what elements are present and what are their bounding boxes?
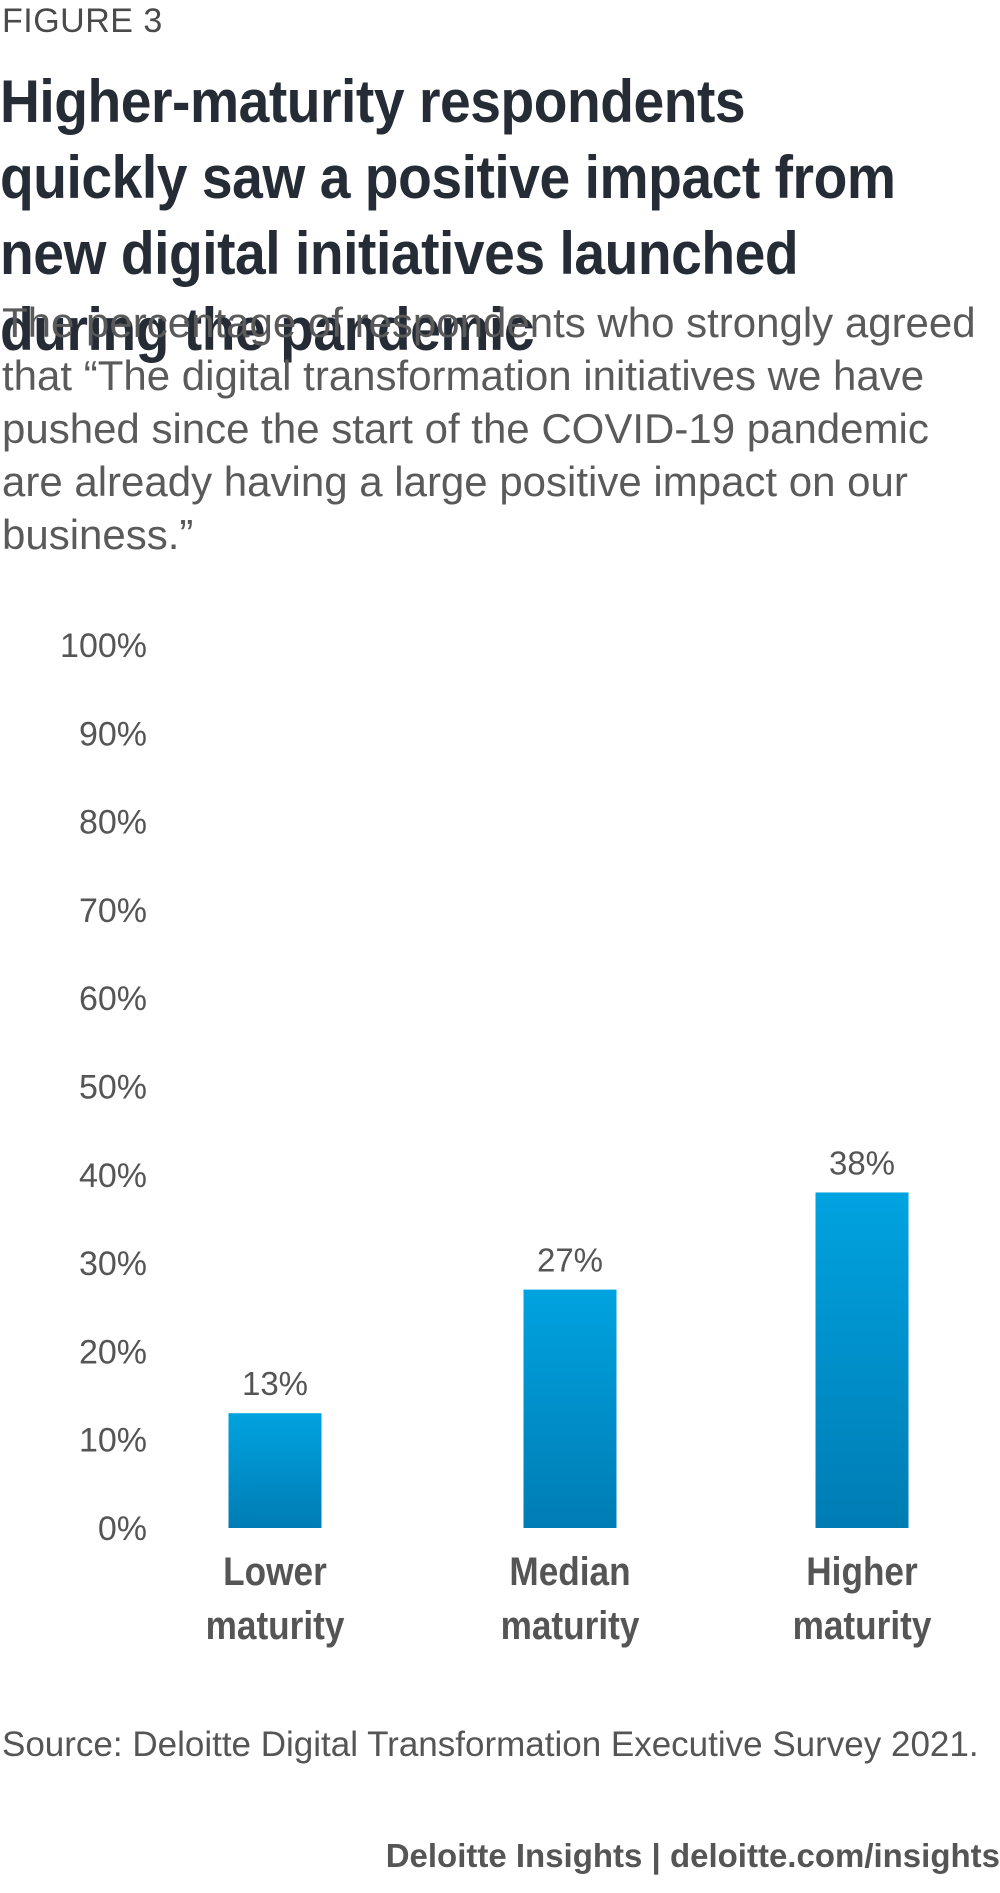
- x-category-label: maturity: [206, 1603, 345, 1648]
- footer-credit: Deloitte Insights | deloitte.com/insight…: [385, 1837, 1000, 1874]
- y-tick-label: 0%: [98, 1510, 147, 1548]
- y-tick-label: 40%: [79, 1157, 147, 1195]
- source-note: Source: Deloitte Digital Transformation …: [2, 1725, 979, 1764]
- y-tick-label: 70%: [79, 892, 147, 930]
- bars: [228, 1192, 909, 1528]
- bar-chart: 0% 10% 20% 30% 40% 50% 60% 70% 80% 90% 100% 13% 27%…: [60, 627, 932, 1648]
- chart-title: Higher-maturity respondents quickly saw …: [0, 68, 896, 363]
- y-tick-label: 60%: [79, 980, 147, 1018]
- x-category-label: Median: [509, 1549, 630, 1594]
- y-axis: 0% 10% 20% 30% 40% 50% 60% 70% 80% 90% 100%: [60, 627, 147, 1548]
- x-category-label: maturity: [793, 1603, 932, 1648]
- value-labels: 13% 27% 38%: [242, 1144, 895, 1402]
- y-tick-label: 10%: [79, 1422, 147, 1460]
- x-axis: Lower maturity Median maturity Higher maturit…: [206, 1549, 932, 1648]
- figure-label: FIGURE 3: [2, 2, 163, 40]
- y-tick-label: 50%: [79, 1069, 147, 1107]
- y-tick-label: 100%: [60, 627, 147, 665]
- x-category-label: maturity: [501, 1603, 640, 1648]
- y-tick-label: 20%: [79, 1333, 147, 1371]
- y-tick-label: 30%: [79, 1245, 147, 1283]
- x-category-label: Lower: [223, 1549, 327, 1594]
- y-tick-label: 90%: [79, 715, 147, 753]
- bar: [228, 1413, 322, 1528]
- x-category-label: Higher: [806, 1549, 918, 1594]
- data-label: 27%: [537, 1242, 603, 1279]
- bar: [815, 1192, 909, 1528]
- data-label: 38%: [829, 1144, 895, 1181]
- chart-subtitle: The percentage of respondents who strong…: [2, 299, 976, 558]
- data-label: 13%: [242, 1365, 308, 1402]
- bar: [523, 1289, 617, 1528]
- y-tick-label: 80%: [79, 804, 147, 842]
